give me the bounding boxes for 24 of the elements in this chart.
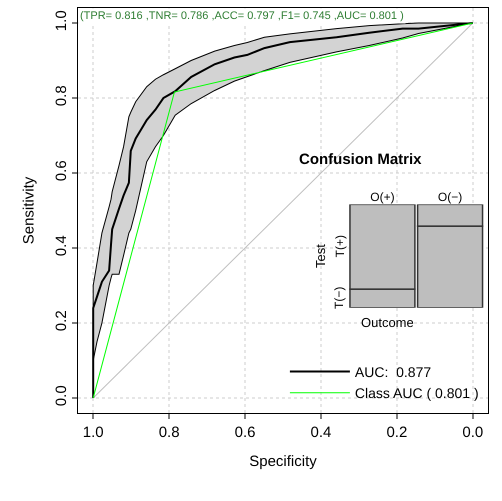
y-tick-label: 0.4	[53, 235, 70, 256]
x-axis-title: Outcome	[361, 315, 414, 330]
annotation: (TPR= 0.816 ,TNR= 0.786 ,ACC= 0.797 ,F1= 0.745 ,AUC= 0.801 )	[80, 10, 404, 22]
y-tick-label: 0.2	[53, 310, 70, 332]
legend-label: AUC: 0.877	[354, 364, 432, 380]
y-axis-title: Test	[312, 244, 328, 268]
y-tick-label: 0.0	[53, 385, 70, 406]
text: T(+)	[332, 235, 347, 258]
x-tick-label: 1.0	[82, 424, 104, 441]
y-tick-label: 0.8	[53, 85, 70, 106]
x-tick-label: 0.2	[386, 424, 408, 441]
x-tick-label: 0.8	[158, 424, 180, 441]
x-tick-label: 0.4	[310, 424, 332, 441]
y-tick-label: 0.6	[53, 160, 70, 182]
text: T(−)	[332, 286, 346, 310]
x-tick-label: 0.0	[462, 424, 484, 441]
x-tick-label: O(+)	[370, 190, 395, 204]
y-tick-label: 1.0	[53, 10, 70, 32]
chart-title: Confusion Matrix	[299, 151, 422, 168]
y-axis-title: Sensitivity	[20, 176, 38, 244]
x-axis-title: Specificity	[249, 453, 318, 470]
x-tick-label: 0.6	[234, 424, 256, 441]
legend-label: Class AUC ( 0.801 )	[354, 385, 479, 402]
x-tick-label: O(−)	[438, 190, 462, 204]
